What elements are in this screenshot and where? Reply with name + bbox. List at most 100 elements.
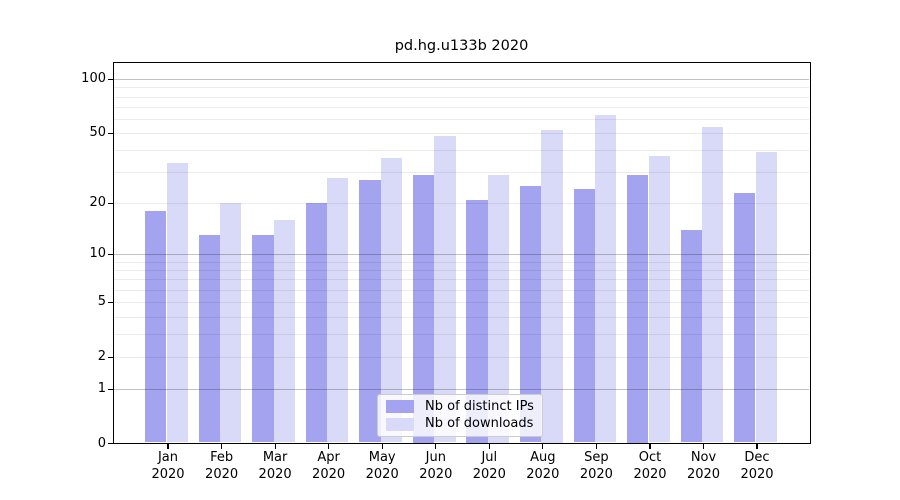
x-label-year: 2020 [419,466,453,482]
x-tick-label-mar: Mar 2020 [247,450,303,483]
y-tick-20 [107,202,113,204]
bar-nb-of-downloads-aug [541,130,563,443]
x-label-month: May [368,450,396,465]
gridline-major-100 [114,79,809,80]
x-tick-nov [702,443,705,449]
gridline-minor-4 [114,316,809,318]
bar-nb-of-distinct-ips-aug [519,186,542,443]
y-tick-label-20: 20 [89,195,106,211]
y-tick-1 [107,388,113,390]
x-tick-apr [328,443,330,449]
bar-nb-of-downloads-feb [220,203,242,443]
x-tick-jun [435,443,437,449]
x-label-month: Feb [210,450,234,465]
gridline-minor-50 [114,133,809,134]
x-tick-label-apr: Apr 2020 [301,450,357,483]
gridline-minor-3 [114,334,809,336]
bar-nb-of-downloads-jul [487,175,510,443]
gridline-minor-5 [114,302,809,304]
x-tick-label-jun: Jun 2020 [408,450,464,483]
x-label-month: Apr [317,450,340,465]
bar-nb-of-distinct-ips-oct [627,175,649,443]
x-tick-aug [542,443,544,449]
gridline-minor-20 [114,203,809,205]
bar-nb-of-downloads-apr [327,177,349,443]
legend-row-nb-of-downloads: Nb of downloads [386,416,534,434]
y-tick-2 [107,356,113,358]
x-label-month: Jan [157,450,179,465]
y-tick-label-0: 0 [97,435,106,451]
x-tick-feb [221,443,223,449]
chart-title: pd.hg.u133b 2020 [394,38,529,54]
x-label-month: Mar [262,450,288,465]
bar-nb-of-distinct-ips-jan [145,211,167,443]
x-label-year: 2020 [633,466,667,482]
gridline-minor-6 [114,290,809,291]
y-tick-label-50: 50 [89,125,106,140]
gridline-minor-60 [114,118,809,120]
y-tick-label-1: 1 [97,381,106,396]
gridline-minor-7 [114,279,809,281]
bar-nb-of-distinct-ips-apr [305,203,328,443]
bar-nb-of-distinct-ips-mar [252,235,274,443]
gridline-major-1 [114,389,809,390]
gridline-minor-70 [114,106,809,108]
y-tick-100 [107,78,113,80]
gridline-minor-30 [114,172,809,174]
legend-row-nb-of-distinct-ips: Nb of distinct IPs [386,398,534,416]
bar-nb-of-distinct-ips-feb [198,235,221,443]
legend-label-nb-of-downloads: Nb of downloads [425,416,534,432]
x-tick-oct [649,443,651,449]
y-tick-label-5: 5 [97,294,106,310]
y-tick-50 [107,132,113,134]
gridline-minor-90 [114,87,809,89]
gridline-major-10 [114,254,809,256]
x-tick-mar [274,443,276,449]
x-tick-jul [488,443,490,449]
bar-nb-of-downloads-oct [648,156,670,443]
bar-nb-of-downloads-dec [755,152,777,443]
gridline-minor-8 [114,270,809,272]
x-tick-label-nov: Nov 2020 [676,450,732,483]
y-tick-label-10: 10 [89,246,106,262]
bar-nb-of-distinct-ips-sep [573,189,595,443]
x-label-year: 2020 [312,466,346,482]
bar-nb-of-distinct-ips-jun [412,175,435,443]
bar-nb-of-downloads-nov [702,127,724,443]
x-label-year: 2020 [526,466,560,482]
x-tick-label-dec: Dec 2020 [729,450,785,483]
y-tick-5 [107,301,113,303]
x-tick-may [381,443,383,449]
x-tick-jan [167,443,169,449]
bar-nb-of-downloads-may [380,158,403,443]
bar-nb-of-downloads-jun [434,136,456,443]
x-label-month: Sep [584,450,609,465]
bar-nb-of-distinct-ips-jul [466,199,488,443]
x-tick-label-feb: Feb 2020 [194,450,250,483]
x-tick-label-jan: Jan 2020 [140,450,196,483]
x-label-year: 2020 [686,466,721,482]
x-tick-label-jul: Jul 2020 [461,450,517,483]
y-tick-label-100: 100 [81,71,106,86]
x-label-year: 2020 [205,466,239,482]
x-label-year: 2020 [579,466,613,482]
gridline-minor-2 [114,357,809,358]
x-tick-sep [595,443,597,449]
legend-swatch-nb-of-downloads [386,417,414,431]
bar-nb-of-downloads-sep [594,115,617,443]
x-label-month: Oct [638,450,662,465]
x-label-month: Nov [690,450,717,465]
x-tick-label-oct: Oct 2020 [622,450,678,483]
x-label-month: Dec [744,450,770,465]
bar-nb-of-distinct-ips-may [359,180,381,443]
x-label-year: 2020 [258,466,292,482]
bar-nb-of-downloads-mar [273,219,295,443]
x-tick-dec [756,443,758,449]
gridline-minor-40 [114,150,809,152]
legend-label-nb-of-distinct-ips: Nb of distinct IPs [425,398,534,414]
legend-swatch-nb-of-distinct-ips [386,400,414,414]
gridline-minor-80 [114,96,809,98]
x-label-month: Aug [530,450,556,465]
legend: Nb of distinct IPs Nb of downloads [377,394,543,437]
